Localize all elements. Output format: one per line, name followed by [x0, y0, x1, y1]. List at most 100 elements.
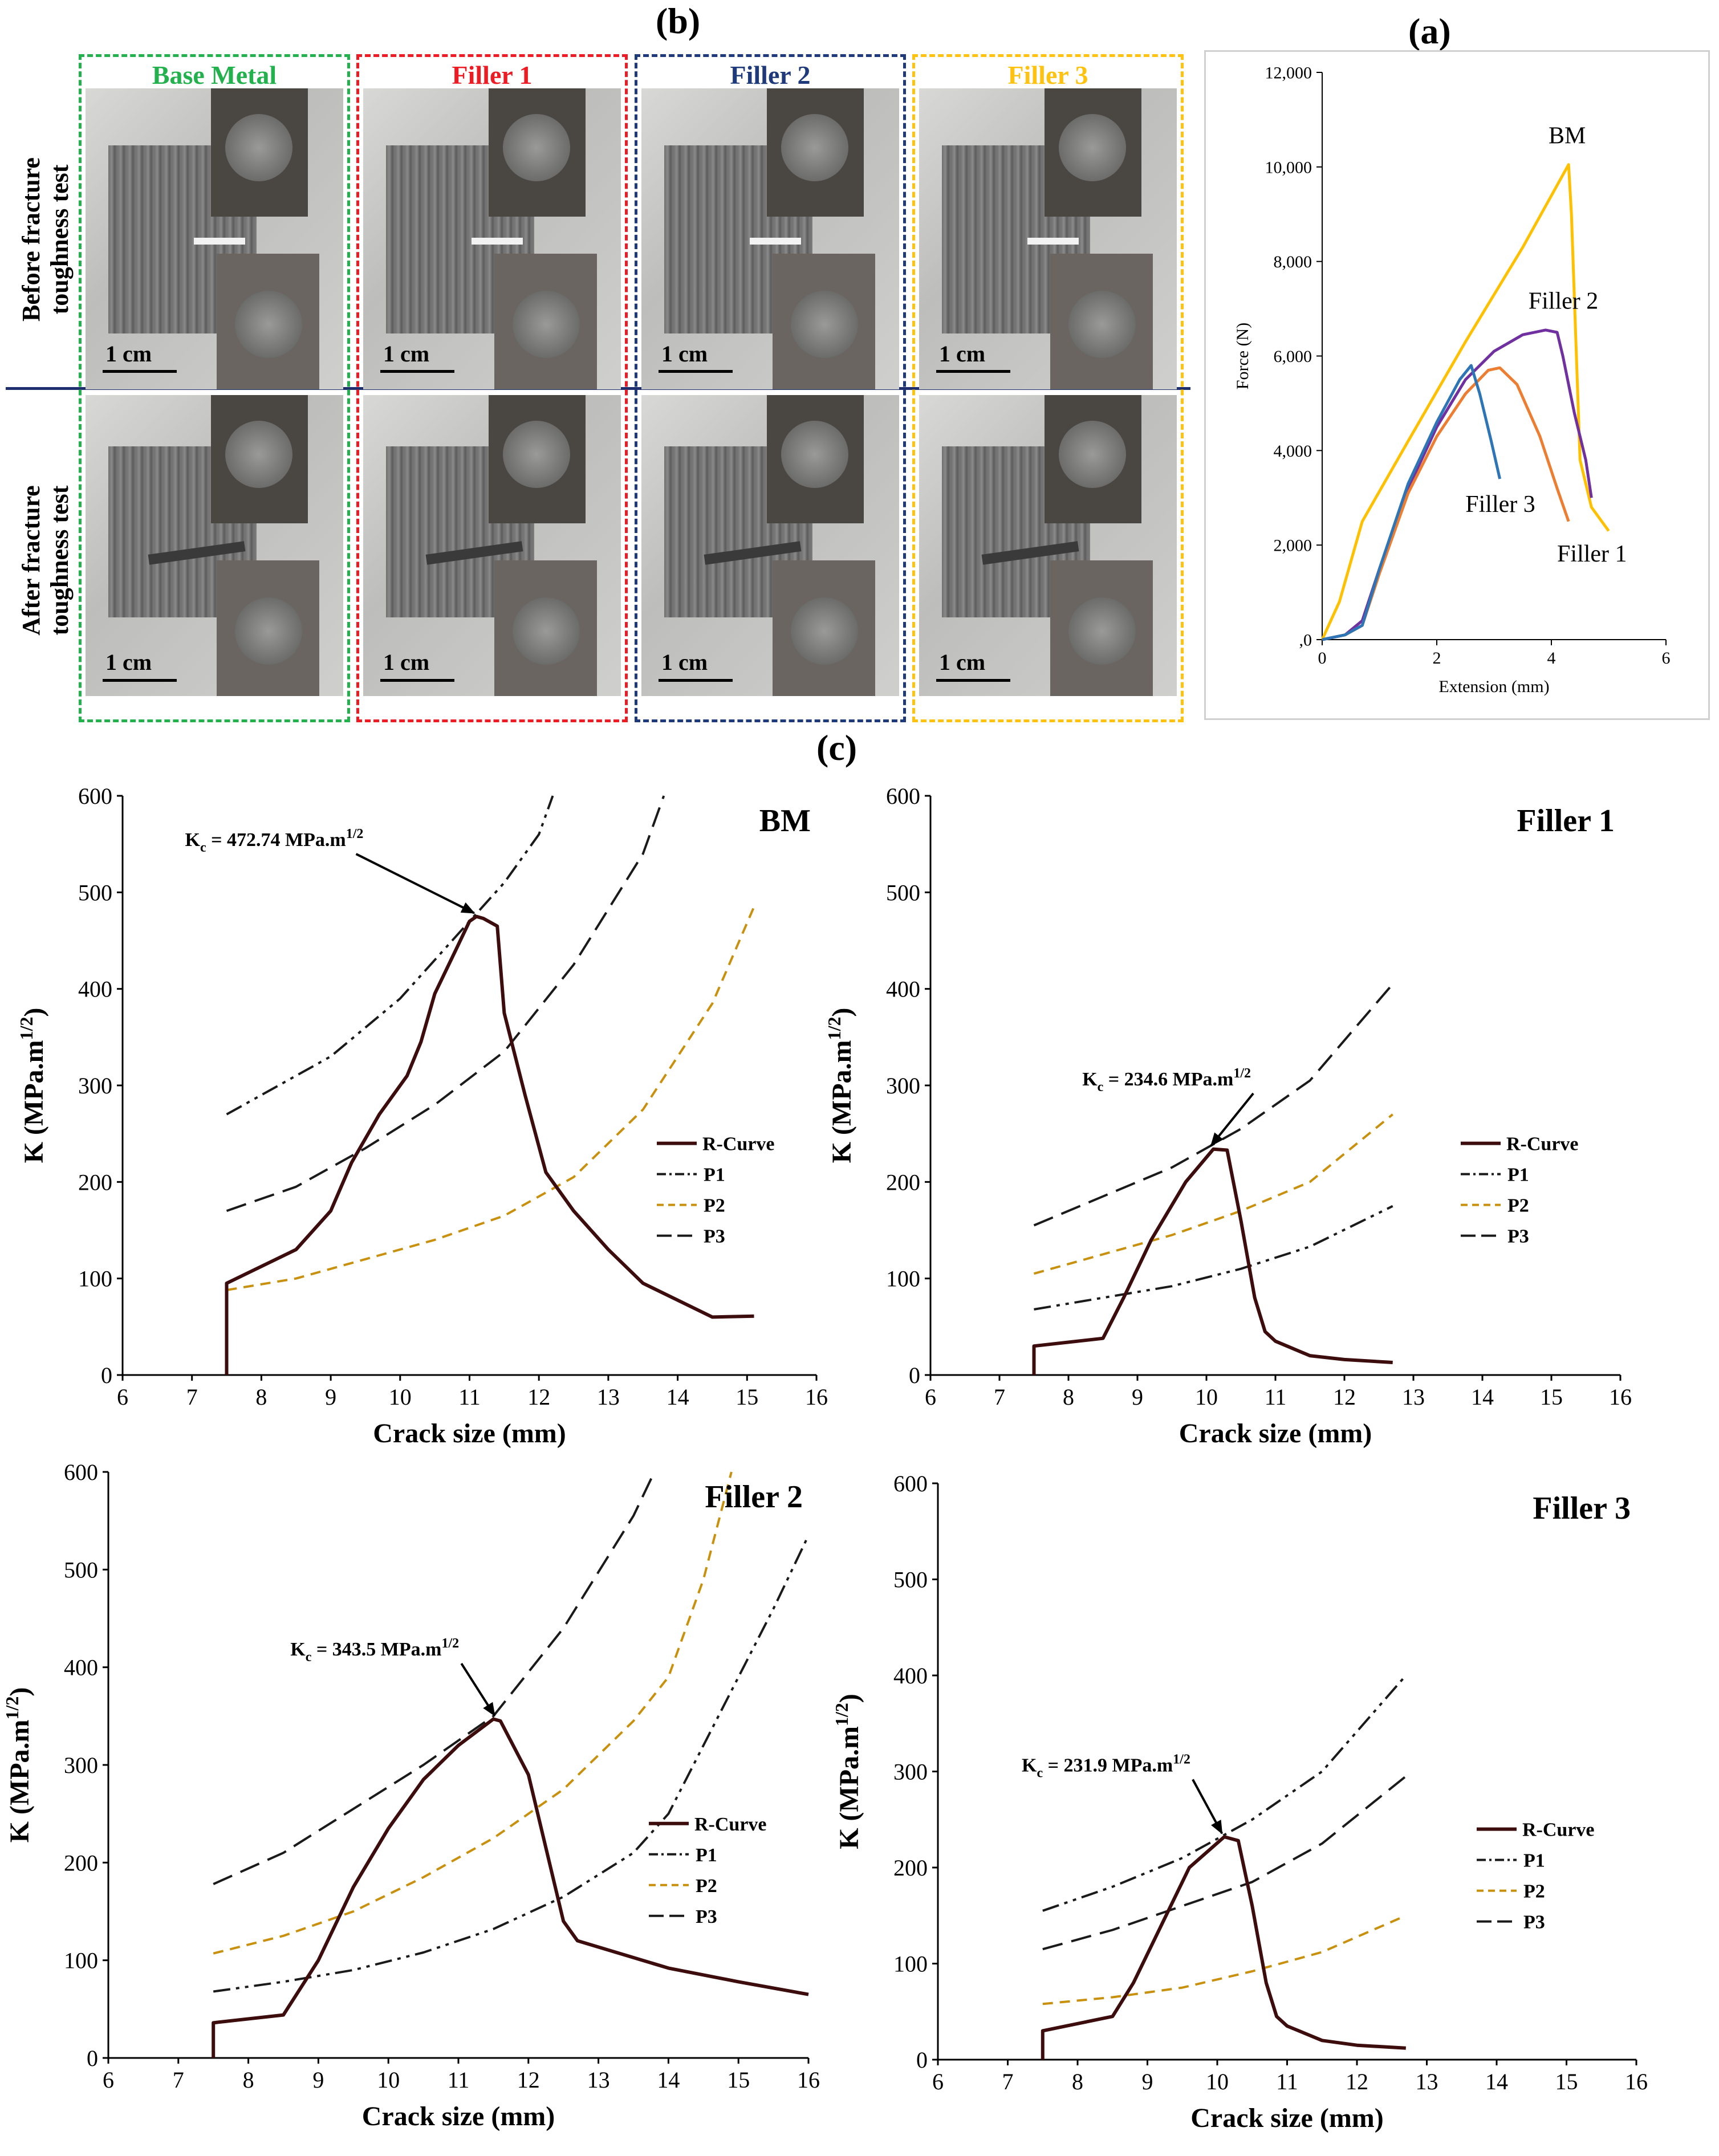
x-tick-label: 15 — [1555, 2069, 1578, 2094]
x-tick-label: 2 — [1433, 649, 1441, 668]
series-annotation: BM — [1549, 123, 1586, 149]
series-line-r-curve — [1041, 1835, 1406, 2060]
y-tick-label: 4,000 — [1274, 442, 1312, 461]
y-tick-label: 0 — [909, 1362, 920, 1388]
y-axis-label: K (MPa.m1/2) — [824, 1008, 857, 1164]
x-tick-label: 6 — [1662, 649, 1671, 668]
x-tick-label: 10 — [1195, 1384, 1218, 1410]
x-tick-label: 16 — [1625, 2069, 1648, 2094]
scale-bar — [380, 679, 454, 682]
y-tick-label: 600 — [893, 1471, 928, 1496]
x-tick-label: 11 — [1265, 1384, 1287, 1410]
y-axis-label: K (MPa.m1/2) — [831, 1694, 864, 1849]
x-tick-label: 9 — [1132, 1384, 1143, 1410]
y-tick-label: 100 — [886, 1266, 920, 1292]
legend-label: R-Curve — [702, 1134, 775, 1155]
series-line-p3 — [1042, 1775, 1407, 1951]
y-tick-label: 300 — [893, 1759, 928, 1785]
x-tick-label: 11 — [448, 2067, 470, 2093]
series-line-p3 — [213, 1471, 656, 1885]
photo-column-title: Filler 1 — [452, 60, 533, 90]
x-tick-label: 11 — [458, 1384, 481, 1410]
y-tick-label: 100 — [64, 1948, 98, 1974]
legend-label: P1 — [696, 1845, 717, 1866]
chart-title: Filler 3 — [1533, 1491, 1631, 1526]
x-tick-label: 6 — [932, 2069, 944, 2094]
x-tick-label: 10 — [377, 2067, 400, 2093]
series-line-p2 — [213, 1471, 733, 1955]
y-axis-label: K (MPa.m1/2) — [16, 1008, 49, 1164]
legend-label: P1 — [704, 1165, 725, 1186]
panel-label-a: (a) — [1408, 11, 1451, 51]
series-line-r-curve — [1032, 1147, 1393, 1375]
x-tick-label: 7 — [994, 1384, 1005, 1410]
x-tick-label: 14 — [1485, 2069, 1508, 2094]
photo-column-title: Filler 2 — [730, 60, 811, 90]
y-tick-label: 8,000 — [1274, 253, 1312, 271]
scale-bar — [936, 679, 1010, 682]
y-tick-label: ,0 — [1299, 631, 1312, 650]
kc-annotation: Kc = 234.6 MPa.m1/2 — [1082, 1066, 1251, 1095]
pin-icon — [225, 421, 292, 488]
scale-bar-label: 1 cm — [939, 649, 986, 675]
specimen-photo-before: 1 cm — [919, 88, 1177, 389]
x-tick-label: 13 — [1402, 1384, 1425, 1410]
x-tick-label: 15 — [735, 1384, 758, 1410]
x-tick-label: 0 — [1318, 649, 1327, 668]
y-tick-label: 0 — [87, 2045, 98, 2071]
x-tick-label: 9 — [312, 2067, 324, 2093]
legend-label: P2 — [704, 1195, 725, 1217]
y-tick-label: 12,000 — [1265, 64, 1312, 83]
y-tick-label: 600 — [78, 783, 112, 809]
scale-bar — [936, 370, 1010, 373]
kc-annotation: Kc = 472.74 MPa.m1/2 — [185, 827, 364, 855]
scale-bar-label: 1 cm — [661, 649, 708, 675]
series-line-r-curve — [212, 1717, 809, 2058]
pin-icon — [1068, 597, 1136, 665]
legend-label: P2 — [696, 1876, 717, 1897]
photo-grid: Base Metal 1 cm 1 cm Filler 1 1 cm 1 cm Filler… — [79, 54, 1190, 722]
y-tick-label: 10,000 — [1265, 158, 1312, 177]
scale-bar-label: 1 cm — [383, 341, 430, 367]
x-tick-label: 14 — [1471, 1384, 1494, 1410]
x-tick-label: 6 — [117, 1384, 128, 1410]
legend-label: P3 — [1523, 1912, 1545, 1933]
x-tick-label: 7 — [1002, 2069, 1014, 2094]
scale-bar — [103, 679, 177, 682]
notch — [1027, 238, 1079, 245]
specimen-photo-after: 1 cm — [641, 395, 899, 696]
y-tick-label: 300 — [886, 1073, 920, 1099]
series-line-p3 — [226, 795, 665, 1212]
y-axis-label: K (MPa.m1/2) — [2, 1687, 35, 1843]
x-axis-label: Crack size (mm) — [362, 2101, 555, 2131]
y-tick-label: 6,000 — [1274, 347, 1312, 366]
y-tick-label: 500 — [893, 1567, 928, 1593]
x-tick-label: 15 — [727, 2067, 750, 2093]
series-line-r-curve — [225, 914, 754, 1375]
x-tick-label: 6 — [103, 2067, 114, 2093]
scale-bar-label: 1 cm — [105, 341, 152, 367]
x-axis-label: Crack size (mm) — [1190, 2103, 1384, 2133]
pin-icon — [791, 291, 858, 358]
pin-icon — [235, 597, 302, 665]
legend-label: P2 — [1507, 1195, 1529, 1217]
y-tick-label: 500 — [78, 880, 112, 905]
x-tick-label: 15 — [1540, 1384, 1563, 1410]
series-line-p2 — [1033, 1113, 1393, 1275]
pin-icon — [1059, 421, 1126, 488]
x-tick-label: 13 — [1416, 2069, 1438, 2094]
x-tick-label: 8 — [243, 2067, 254, 2093]
x-tick-label: 16 — [805, 1384, 828, 1410]
x-axis-label: Extension (mm) — [1438, 677, 1549, 696]
x-tick-label: 16 — [797, 2067, 820, 2093]
x-tick-label: 12 — [1333, 1384, 1356, 1410]
force-extension-chart: 0 2 4 6 ,0 2,000 4,000 6,000 8,000 10,000 12,000 Ex… — [1233, 64, 1671, 697]
pin-icon — [235, 291, 302, 358]
x-axis-label: Crack size (mm) — [373, 1418, 566, 1449]
y-tick-label: 400 — [893, 1663, 928, 1689]
x-axis-label: Crack size (mm) — [1179, 1418, 1372, 1449]
kc-arrow — [1192, 1779, 1224, 1834]
series-line-p1 — [1042, 1674, 1407, 1912]
pin-icon — [1059, 114, 1126, 181]
